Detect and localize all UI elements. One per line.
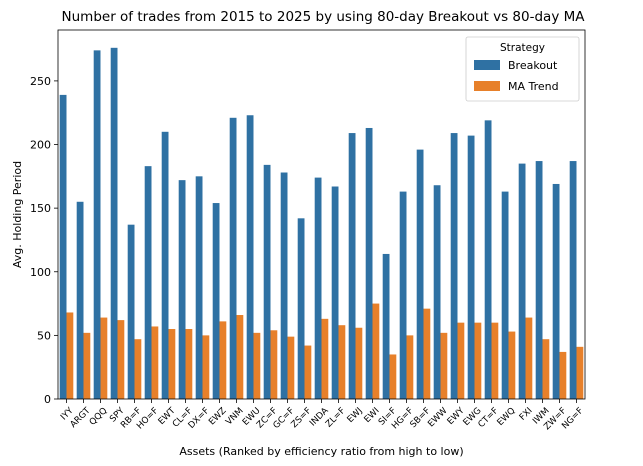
plot-frame [57, 29, 586, 400]
bar-breakout-spy [110, 47, 118, 400]
y-tick-label: 0 [44, 393, 51, 406]
bar-breakout-zs-f [297, 218, 305, 399]
chart-title: Number of trades from 2015 to 2025 by us… [62, 9, 586, 25]
bar-breakout-ewq [501, 191, 509, 399]
bar-ma-trend-ewz [219, 321, 227, 399]
y-tick-label: 100 [30, 266, 51, 279]
bar-ma-trend-dx-f [202, 335, 210, 399]
bar-ma-trend-fxi [525, 317, 533, 399]
bar-ma-trend-zw-f [559, 351, 567, 399]
bar-ma-trend-zs-f [304, 345, 312, 399]
y-tick-label: 150 [30, 202, 51, 215]
x-tick-label: EWQ [496, 406, 518, 428]
x-tick-label: CT=F [477, 406, 501, 430]
bar-breakout-zl-f [331, 186, 339, 399]
bar-breakout-iwm [535, 161, 543, 399]
bar-ma-trend-ewu [253, 332, 261, 399]
legend-items: Breakout MA Trend [474, 59, 559, 93]
bar-ma-trend-zl-f [338, 325, 346, 399]
bar-ma-trend-iyy [66, 312, 74, 399]
bar-ma-trend-ewq [508, 331, 516, 399]
bar-breakout-vnm [229, 117, 237, 399]
bar-breakout-ng-f [569, 161, 577, 399]
bar-breakout-hg-f [399, 191, 407, 399]
bar-breakout-inda [314, 177, 322, 399]
legend: Strategy Breakout MA Trend [465, 36, 580, 102]
bar-breakout-rb-f [127, 224, 135, 399]
bar-breakout-ct-f [484, 120, 492, 400]
bar-ma-trend-inda [321, 318, 329, 399]
bar-ma-trend-ewi [372, 303, 380, 399]
bar-ma-trend-eww [440, 332, 448, 399]
x-tick-label: QQQ [88, 406, 110, 428]
bar-breakout-ewg [467, 135, 475, 399]
x-tick-label: ZL=F [324, 406, 348, 430]
bar-breakout-ewj [348, 133, 356, 399]
bar-ma-trend-ewy [457, 322, 465, 399]
bar-ma-trend-iwm [542, 339, 550, 399]
bar-ma-trend-ho-f [151, 326, 159, 399]
bar-breakout-cl-f [178, 180, 186, 399]
bar-breakout-qqq [93, 50, 101, 400]
y-tick-label: 200 [30, 139, 51, 152]
bar-ma-trend-ewj [355, 327, 363, 399]
legend-swatch-breakout [474, 60, 500, 70]
bar-ma-trend-ct-f [491, 322, 499, 399]
bar-breakout-gc-f [280, 172, 288, 399]
bar-breakout-dx-f [195, 176, 203, 399]
bar-ma-trend-si-f [389, 354, 397, 399]
bar-breakout-eww [433, 185, 441, 399]
bar-ma-trend-sb-f [423, 308, 431, 399]
bar-breakout-ewz [212, 203, 220, 399]
x-axis: IYYARGTQQQSPYRB=FHO=FEWTCL=FDX=FEWZVNMEW… [59, 399, 586, 432]
bar-breakout-zc-f [263, 164, 271, 399]
y-axis-label: Avg. Holding Period [11, 161, 24, 268]
x-tick-label: EWJ [346, 406, 365, 425]
y-tick-label: 250 [30, 75, 51, 88]
x-axis-label: Assets (Ranked by efficiency ratio from … [179, 445, 463, 458]
bar-breakout-si-f [382, 253, 390, 399]
bar-breakout-ewi [365, 127, 373, 399]
bar-ma-trend-gc-f [287, 336, 295, 399]
bar-breakout-ho-f [144, 166, 152, 399]
legend-swatch-ma-trend [474, 81, 500, 91]
bar-breakout-sb-f [416, 149, 424, 399]
bar-ma-trend-ewt [168, 329, 176, 399]
x-tick-label: EWZ [207, 406, 228, 427]
bar-ma-trend-zc-f [270, 330, 278, 399]
x-tick-label: VNM [224, 406, 245, 427]
bars-group [59, 47, 584, 400]
x-tick-label: EWW [426, 406, 450, 430]
y-tick-label: 50 [37, 329, 51, 342]
legend-label-breakout: Breakout [508, 59, 558, 72]
legend-title: Strategy [500, 42, 545, 54]
bar-ma-trend-hg-f [406, 335, 414, 399]
bar-ma-trend-argt [83, 332, 91, 399]
bar-breakout-ewt [161, 131, 169, 400]
bar-breakout-zw-f [552, 183, 560, 399]
bar-breakout-fxi [518, 163, 526, 399]
bar-ma-trend-spy [117, 320, 125, 399]
bar-ma-trend-rb-f [134, 339, 142, 399]
bar-breakout-ewy [450, 133, 458, 399]
bar-breakout-argt [76, 201, 84, 399]
bar-ma-trend-ng-f [576, 346, 584, 399]
bar-ma-trend-vnm [236, 315, 244, 399]
y-axis: 0 50 100 150 200 250 [30, 75, 58, 406]
legend-label-ma-trend: MA Trend [508, 80, 559, 93]
bar-breakout-ewu [246, 115, 254, 400]
bar-ma-trend-qqq [100, 317, 108, 399]
bar-breakout-iyy [59, 94, 67, 400]
bar-ma-trend-cl-f [185, 329, 193, 399]
bar-ma-trend-ewg [474, 322, 482, 399]
